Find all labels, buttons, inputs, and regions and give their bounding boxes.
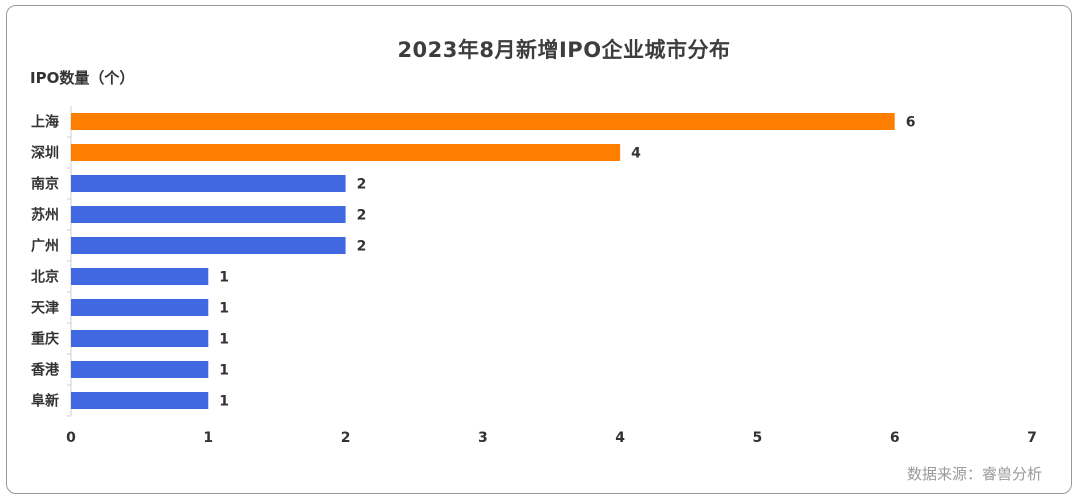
bar-5 bbox=[71, 237, 346, 254]
value-label: 1 bbox=[219, 332, 229, 348]
category-label: 香港 bbox=[30, 362, 60, 379]
chart-title: 2023年8月新增IPO企业城市分布 bbox=[397, 38, 731, 62]
category-label: 深圳 bbox=[31, 145, 59, 162]
y-axis-title: IPO数量（个） bbox=[30, 69, 135, 87]
bar-6 bbox=[71, 268, 209, 285]
value-label: 1 bbox=[219, 270, 229, 286]
x-tick-label: 0 bbox=[66, 430, 76, 446]
x-tick-label: 5 bbox=[753, 430, 763, 446]
category-label: 天津 bbox=[31, 300, 59, 317]
source-note: 数据来源：睿兽分析 bbox=[906, 465, 1042, 483]
bar-10 bbox=[71, 392, 209, 409]
x-tick-label: 7 bbox=[1027, 430, 1037, 446]
value-label: 4 bbox=[631, 146, 641, 162]
category-label: 阜新 bbox=[31, 393, 59, 410]
x-tick-label: 1 bbox=[203, 430, 213, 446]
bar-7 bbox=[71, 299, 209, 316]
bar-8 bbox=[71, 330, 209, 347]
x-tick-label: 6 bbox=[890, 430, 900, 446]
category-label: 上海 bbox=[31, 114, 59, 131]
value-label: 1 bbox=[219, 301, 229, 317]
category-label: 北京 bbox=[31, 269, 59, 286]
bar-4 bbox=[71, 206, 346, 223]
value-label: 2 bbox=[357, 177, 367, 193]
value-label: 6 bbox=[906, 115, 916, 131]
category-label: 南京 bbox=[31, 176, 59, 193]
bar-3 bbox=[71, 175, 346, 192]
bar-9 bbox=[71, 361, 209, 378]
value-label: 1 bbox=[219, 394, 229, 410]
x-tick-label: 4 bbox=[615, 430, 625, 446]
category-label: 重庆 bbox=[31, 331, 59, 348]
value-label: 2 bbox=[357, 208, 367, 224]
bar-1 bbox=[71, 113, 895, 130]
category-label: 广州 bbox=[31, 238, 59, 255]
category-label: 苏州 bbox=[31, 207, 59, 224]
bar-2 bbox=[71, 144, 621, 161]
x-tick-label: 3 bbox=[478, 430, 488, 446]
value-label: 2 bbox=[357, 239, 367, 255]
x-tick-label: 2 bbox=[341, 430, 351, 446]
value-label: 1 bbox=[219, 363, 229, 379]
